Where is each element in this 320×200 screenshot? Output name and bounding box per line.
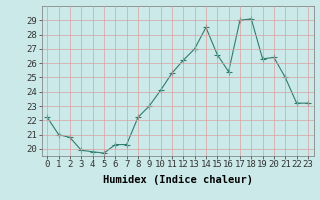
X-axis label: Humidex (Indice chaleur): Humidex (Indice chaleur) <box>103 175 252 185</box>
